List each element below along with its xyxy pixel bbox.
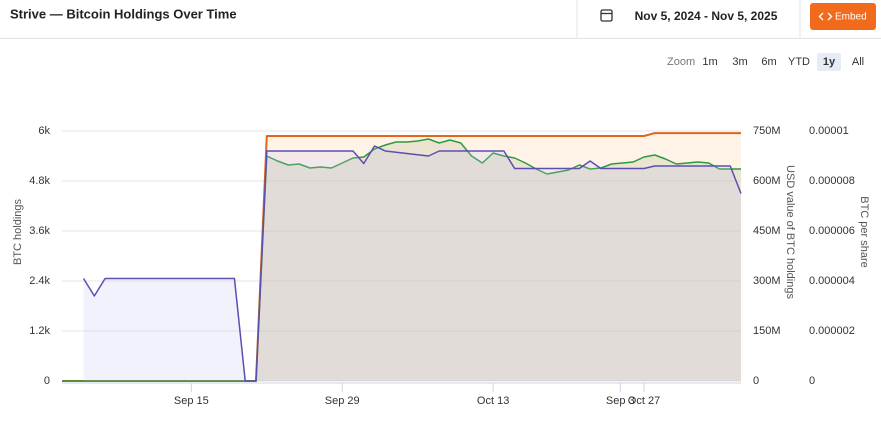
zoom-option[interactable]: 1m: [702, 56, 717, 68]
x-tick-label: Sep 3: [606, 395, 635, 407]
y2-tick-label: 150M: [753, 325, 781, 337]
y-tick-label: 3.6k: [29, 225, 50, 237]
y-axis-title: BTC holdings: [12, 198, 24, 265]
area-fill: [62, 139, 741, 381]
y3-tick-label: 0.000008: [809, 175, 855, 187]
y3-tick-label: 0.000004: [809, 275, 855, 287]
y3-tick-label: 0.000006: [809, 225, 855, 237]
x-tick-label: Sep 15: [174, 395, 209, 407]
y2-tick-label: 300M: [753, 275, 781, 287]
embed-bg: [810, 3, 876, 30]
y-tick-label: 1.2k: [29, 325, 50, 337]
y3-tick-label: 0: [809, 375, 815, 387]
zoom-option[interactable]: 3m: [732, 56, 747, 68]
y3-tick-label: 0.000002: [809, 325, 855, 337]
x-tick-label: Sep 29: [325, 395, 360, 407]
zoom-option[interactable]: 1y: [823, 56, 836, 68]
date-range: Nov 5, 2024 - Nov 5, 2025: [635, 9, 778, 23]
series-line: [82, 145, 742, 382]
y3-tick-label: 0.00001: [809, 125, 849, 137]
zoom-option[interactable]: YTD: [788, 56, 810, 68]
y2-tick-label: 750M: [753, 125, 781, 137]
embed-button[interactable]: Embed: [810, 3, 876, 30]
area-fill: [83, 146, 742, 381]
y-tick-label: 6k: [38, 125, 50, 137]
x-tick-label: Oct 27: [628, 395, 660, 407]
y-tick-label: 4.8k: [29, 175, 50, 187]
area-fill: [62, 133, 741, 381]
zoom-option[interactable]: All: [852, 56, 864, 68]
code-icon: [818, 12, 833, 21]
zoom-option[interactable]: 6m: [761, 56, 776, 68]
zoom-label: Zoom: [667, 56, 695, 68]
y2-tick-label: 0: [753, 375, 759, 387]
series-line: [62, 138, 741, 382]
calendar-icon: [600, 9, 613, 22]
zoom-selected-bg: [817, 53, 841, 71]
y3-axis-title: BTC per share: [858, 196, 870, 268]
page-title: Strive — Bitcoin Holdings Over Time: [10, 6, 237, 21]
y-tick-label: 2.4k: [29, 275, 50, 287]
date-range-button[interactable]: Nov 5, 2024 - Nov 5, 2025: [600, 9, 778, 23]
y-tick-label: 0: [44, 375, 50, 387]
y2-axis-title: USD value of BTC holdings: [784, 165, 796, 299]
y2-tick-label: 600M: [753, 175, 781, 187]
embed-label: Embed: [835, 12, 867, 23]
y2-tick-label: 450M: [753, 225, 781, 237]
x-tick-label: Oct 13: [477, 395, 509, 407]
